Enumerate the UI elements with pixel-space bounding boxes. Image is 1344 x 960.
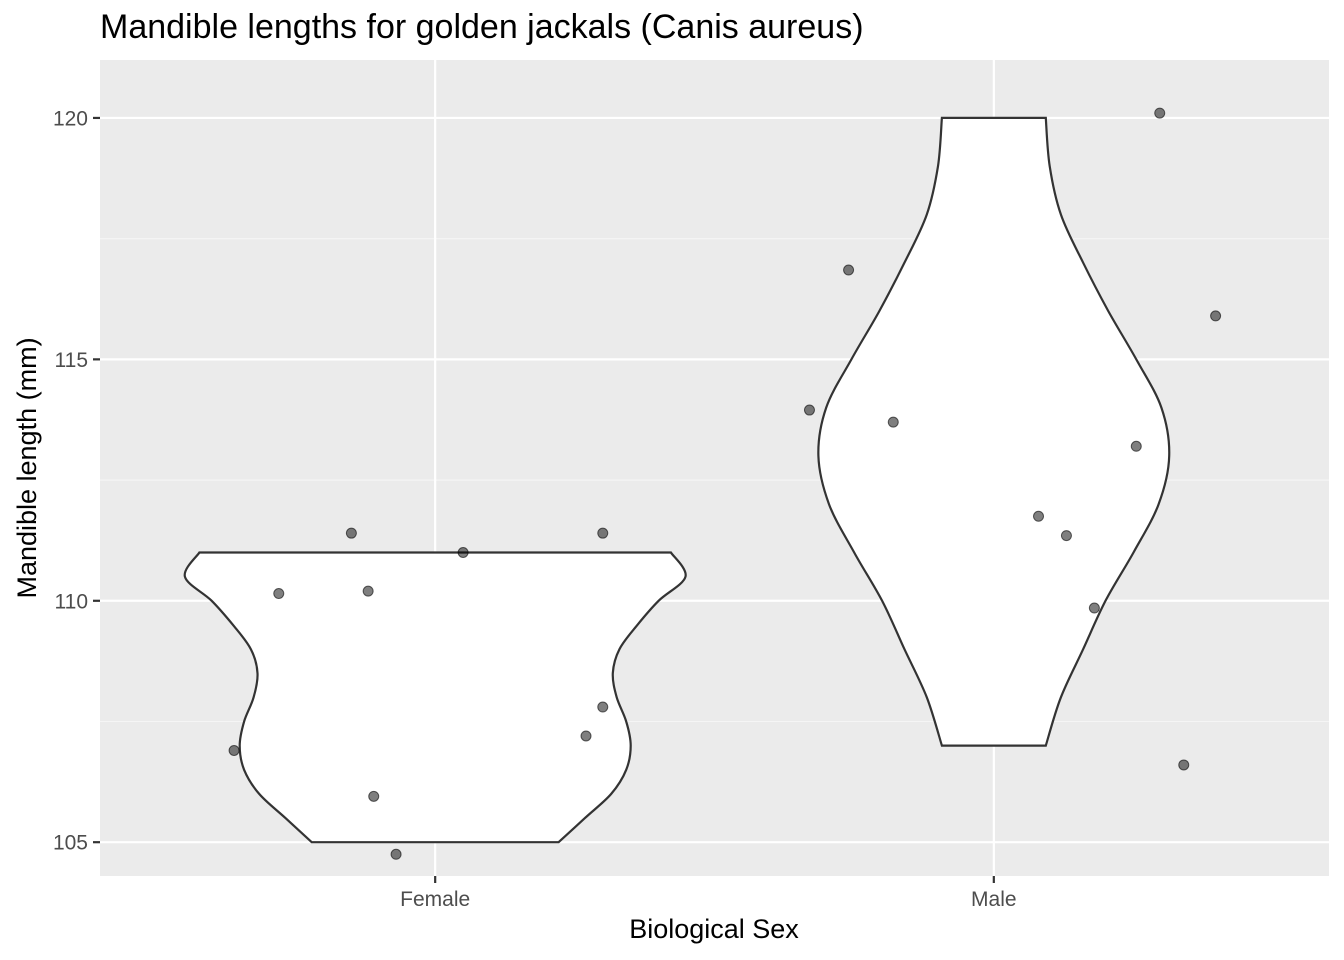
data-point-female (362, 585, 374, 597)
data-point-male (1033, 510, 1045, 522)
data-point-male (843, 264, 855, 276)
violin-female (183, 551, 687, 844)
x-tick-label: Female (400, 888, 470, 911)
y-tick-label: 120 (53, 107, 88, 130)
data-point-male (1210, 310, 1222, 322)
data-point-male (1060, 530, 1072, 542)
data-point-male (1088, 602, 1100, 614)
y-tick-label: 110 (55, 590, 88, 613)
violins (183, 116, 1171, 844)
data-point-male (1178, 759, 1190, 771)
data-point-female (597, 527, 609, 539)
data-point-male (887, 416, 899, 428)
violin-male (817, 116, 1171, 747)
x-tick-label: Male (971, 888, 1017, 911)
data-point-female (390, 848, 402, 860)
data-point-female (580, 730, 592, 742)
data-point-female (597, 701, 609, 713)
y-axis-title: Mandible length (mm) (12, 337, 42, 598)
data-point-female (457, 546, 469, 558)
data-point-male (1130, 440, 1142, 452)
y-tick-label: 115 (55, 349, 88, 372)
y-tick-label: 105 (53, 832, 88, 855)
x-axis: Female Male (400, 876, 1017, 911)
data-point-female (228, 744, 240, 756)
data-point-female (345, 527, 357, 539)
data-points (228, 107, 1222, 860)
x-axis-title: Biological Sex (629, 914, 799, 944)
data-point-male (1154, 107, 1166, 119)
data-point-female (368, 790, 380, 802)
data-point-male (803, 404, 815, 416)
y-axis: 105 110 115 120 (53, 107, 100, 855)
data-point-female (273, 588, 285, 600)
chart-title: Mandible lengths for golden jackals (Can… (100, 8, 864, 46)
